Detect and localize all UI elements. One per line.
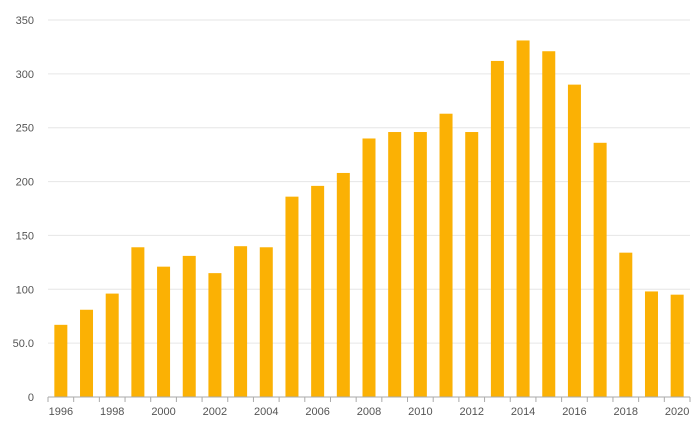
x-tick-label: 2006 — [305, 406, 329, 418]
bar-1999 — [131, 247, 145, 397]
y-tick-label: 100 — [16, 284, 34, 296]
bar-2005 — [285, 196, 299, 397]
bar-2004 — [259, 247, 273, 397]
bar-2010 — [413, 132, 427, 397]
x-tick-label: 2008 — [357, 406, 381, 418]
bar-2007 — [336, 172, 350, 397]
bar-2011 — [439, 113, 453, 397]
x-tick-label: 2014 — [511, 406, 535, 418]
x-tick-label: 2012 — [459, 406, 483, 418]
bar-1997 — [80, 309, 94, 397]
x-tick-label: 2020 — [665, 406, 689, 418]
bars — [54, 40, 684, 398]
x-tick-label: 2010 — [408, 406, 432, 418]
bar-2009 — [388, 132, 402, 397]
y-tick-label: 0 — [28, 392, 34, 404]
y-tick-label: 350 — [16, 15, 34, 27]
bar-2012 — [465, 132, 479, 397]
bar-2015 — [542, 51, 556, 397]
x-tick-label: 1996 — [49, 406, 73, 418]
bar-2016 — [567, 84, 581, 397]
bar-2002 — [208, 273, 222, 397]
bar-2013 — [490, 60, 504, 397]
y-tick-label: 50.0 — [13, 338, 34, 350]
x-tick-label: 2016 — [562, 406, 586, 418]
bar-2018 — [619, 252, 633, 397]
y-tick-label: 250 — [16, 123, 34, 135]
bar-2001 — [182, 255, 196, 397]
axes — [47, 396, 691, 402]
bar-1996 — [54, 324, 68, 397]
bar-2017 — [593, 142, 607, 397]
bar-2008 — [362, 138, 376, 397]
bar-2020 — [670, 294, 684, 397]
y-axis-tick-labels: 0 50.0 100 150 200 250 300 350 — [13, 15, 34, 404]
x-axis-tick-labels: 1996 1998 2000 2002 2004 2006 2008 2010 2012 2014… — [49, 406, 690, 418]
x-tick-label: 2002 — [203, 406, 227, 418]
y-tick-label: 150 — [16, 230, 34, 242]
bar-1998 — [105, 293, 119, 397]
bar-2019 — [644, 291, 658, 397]
bar-2000 — [157, 266, 171, 397]
y-tick-label: 200 — [16, 177, 34, 189]
x-tick-label: 1998 — [100, 406, 124, 418]
x-tick-label: 2004 — [254, 406, 278, 418]
y-tick-label: 300 — [16, 69, 34, 81]
bar-2014 — [516, 40, 530, 398]
x-tick-label: 2000 — [151, 406, 175, 418]
x-tick-label: 2018 — [614, 406, 638, 418]
bar-2006 — [311, 185, 325, 397]
bar-2003 — [234, 246, 248, 397]
